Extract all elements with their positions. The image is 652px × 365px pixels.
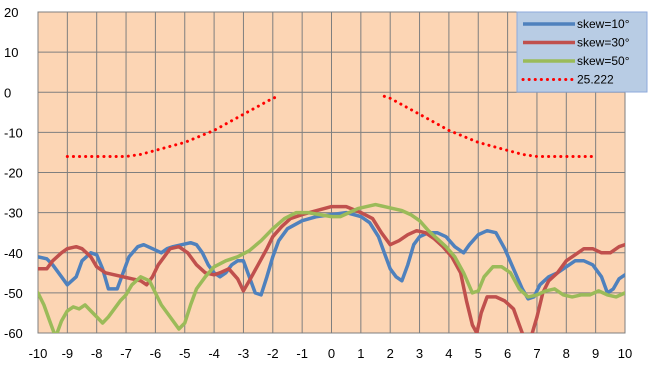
legend-label: skew=50° [577,54,630,68]
series-line-4 [382,94,598,158]
series-line-2 [38,204,625,333]
x-tick-label: -3 [238,346,250,361]
y-tick-label: -50 [4,286,23,301]
legend-label: skew=10° [577,17,630,31]
series-lines [38,94,625,333]
legend: skew=10° skew=30° skew=50° 25.222 [516,11,648,93]
x-axis-ticks: -10 -9 -8 -7 -6 -5 -4 -3 -2 -1 0 1 2 3 4 5 6 7 8 9 10 [29,346,633,361]
x-tick-label: 5 [475,346,482,361]
x-tick-label: -8 [91,346,103,361]
y-tick-label: 20 [4,5,18,20]
series-line-3 [38,202,625,333]
x-tick-label: -4 [208,346,220,361]
legend-label: skew=30° [577,36,630,50]
x-tick-label: -6 [150,346,162,361]
y-tick-label: 10 [4,45,18,60]
x-tick-label: 9 [592,346,599,361]
series-line-1 [38,210,625,301]
x-tick-label: 2 [387,346,394,361]
x-tick-label: 8 [563,346,570,361]
legend-label: 25.222 [577,73,614,87]
y-tick-label: -60 [4,326,23,341]
x-tick-label: -10 [29,346,48,361]
x-tick-label: 4 [445,346,452,361]
x-tick-label: 6 [504,346,511,361]
x-tick-label: -9 [62,346,74,361]
series-line-4 [65,94,281,158]
y-tick-label: -30 [4,206,23,221]
y-tick-label: -40 [4,246,23,261]
x-tick-label: 3 [416,346,423,361]
x-tick-label: 10 [618,346,632,361]
x-tick-label: 1 [357,346,364,361]
x-tick-label: 0 [328,346,335,361]
y-tick-label: -10 [4,125,23,140]
y-axis-ticks: 20 10 0 -10 -20 -30 -40 -50 -60 [4,5,23,341]
x-tick-label: -2 [267,346,279,361]
y-tick-label: 0 [4,85,11,100]
x-tick-label: 7 [533,346,540,361]
x-tick-label: -1 [296,346,308,361]
x-tick-label: -7 [120,346,132,361]
x-tick-label: -5 [179,346,191,361]
y-tick-label: -20 [4,166,23,181]
